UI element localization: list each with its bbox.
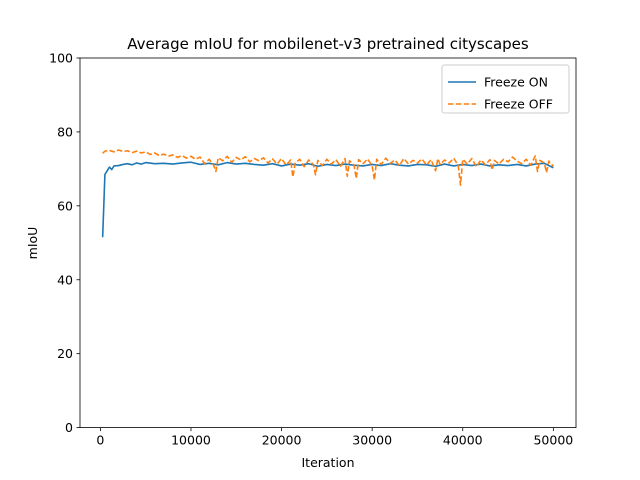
y-tick-label: 0 bbox=[65, 420, 73, 435]
series-layer bbox=[101, 149, 554, 238]
x-tick-label: 30000 bbox=[352, 433, 392, 448]
x-tick-label: 40000 bbox=[443, 433, 483, 448]
x-tick-label: 20000 bbox=[262, 433, 302, 448]
legend-box bbox=[441, 64, 570, 114]
legend-label-1: Freeze ON bbox=[484, 75, 548, 90]
x-tick-label: 0 bbox=[96, 433, 104, 448]
y-tick-label: 100 bbox=[49, 51, 73, 66]
chart-title: Average mIoU for mobilenet-v3 pretrained… bbox=[127, 35, 529, 53]
y-tick-label: 20 bbox=[57, 346, 73, 361]
series-line-2 bbox=[102, 149, 554, 186]
axes-frame bbox=[79, 57, 577, 429]
series-line-1 bbox=[101, 161, 554, 238]
y-tick-label: 60 bbox=[57, 198, 73, 213]
x-tick-label: 50000 bbox=[533, 433, 573, 448]
x-axis-label: Iteration bbox=[301, 455, 354, 470]
y-axis-label: mIoU bbox=[25, 227, 40, 260]
axes-layer: 0 10000 20000 30000 40000 50000 0 20 40 60 80 100 bbox=[49, 51, 577, 448]
y-tick-label: 40 bbox=[57, 272, 73, 287]
x-tick-label: 10000 bbox=[171, 433, 211, 448]
y-tick-label: 80 bbox=[57, 124, 73, 139]
legend: Freeze ON Freeze OFF bbox=[441, 64, 570, 114]
legend-label-2: Freeze OFF bbox=[484, 97, 553, 112]
plot-area bbox=[80, 58, 576, 428]
